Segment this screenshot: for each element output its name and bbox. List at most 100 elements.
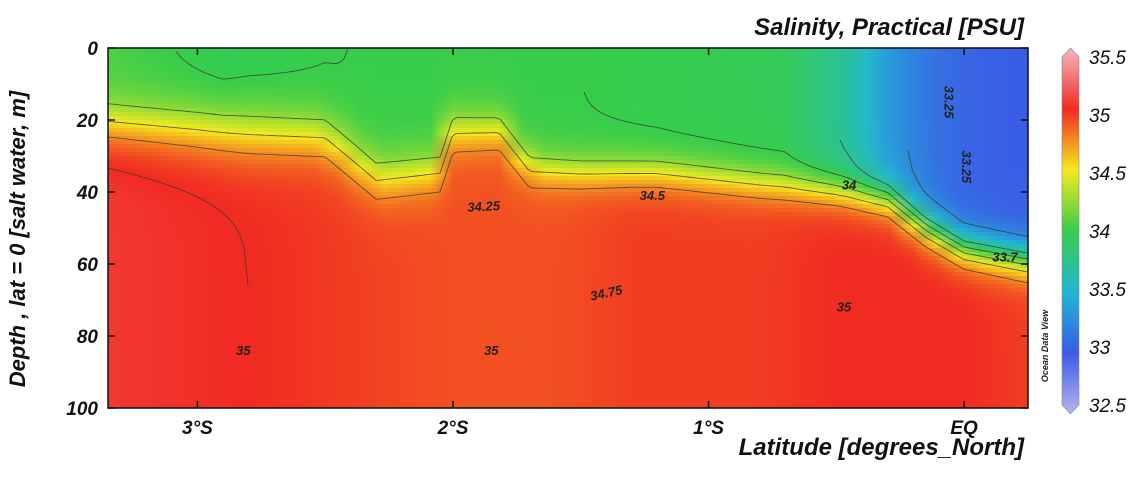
heatmap-row [108, 288, 1028, 293]
heatmap-row [108, 60, 1028, 65]
heatmap-row [108, 128, 1028, 133]
heatmap-row [108, 104, 1028, 109]
heatmap-row [108, 272, 1028, 277]
colorbar-tick-label: 35.5 [1089, 48, 1126, 69]
heatmap-row [108, 100, 1028, 105]
contour-label: 33.25 [959, 151, 974, 184]
heatmap-row [108, 324, 1028, 329]
y-tick-label: 100 [66, 399, 98, 420]
heatmap-row [108, 96, 1028, 101]
heatmap-row [108, 108, 1028, 113]
heatmap-row [108, 388, 1028, 393]
contour-line [108, 120, 1028, 273]
heatmap-row [108, 220, 1028, 225]
heatmap-row [108, 84, 1028, 89]
heatmap-row [108, 376, 1028, 381]
contour-label: 33.7 [992, 249, 1018, 264]
heatmap-row [108, 344, 1028, 349]
plot-frame [107, 47, 1029, 409]
heatmap-row [108, 164, 1028, 169]
heatmap-row [108, 364, 1028, 369]
colorbar-tick-label: 33 [1089, 338, 1111, 359]
heatmap-row [108, 400, 1028, 405]
heatmap-row [108, 88, 1028, 93]
heatmap-row [108, 296, 1028, 301]
contour-line [907, 150, 1028, 238]
heatmap-row [108, 124, 1028, 129]
heatmap-row [108, 380, 1028, 385]
heatmap-row [108, 352, 1028, 357]
heatmap-row [108, 248, 1028, 253]
heatmap-row [108, 332, 1028, 337]
contour-label: 34.25 [467, 198, 501, 215]
y-axis-label: Depth , lat = 0 [salt water, m] [5, 90, 30, 388]
heatmap-row [108, 320, 1028, 325]
heatmap-row [108, 116, 1028, 121]
heatmap-row [108, 244, 1028, 249]
heatmap-row [108, 68, 1028, 73]
x-tick-label: 2°S [437, 418, 469, 439]
heatmap-row [108, 148, 1028, 153]
x-tick-label: 1°S [693, 418, 724, 439]
heatmap-row [108, 360, 1028, 365]
y-tick-label: 0 [87, 39, 98, 60]
heatmap-row [108, 188, 1028, 193]
heatmap-row [108, 224, 1028, 229]
heatmap-row [108, 356, 1028, 361]
heatmap-row [108, 56, 1028, 61]
heatmap-row [108, 280, 1028, 285]
heatmap-row [108, 308, 1028, 313]
contour-label: 34.75 [589, 282, 625, 304]
heatmap-row [108, 208, 1028, 213]
heatmap-row [108, 132, 1028, 137]
heatmap-row [108, 52, 1028, 57]
heatmap-row [108, 384, 1028, 389]
heatmap-row [108, 368, 1028, 373]
ocean-data-view-watermark: Ocean Data View [1040, 309, 1050, 383]
heatmap-row [108, 312, 1028, 317]
heatmap-row [108, 216, 1028, 221]
heatmap-row [108, 292, 1028, 297]
heatmap-row [108, 80, 1028, 85]
heatmap-row [108, 260, 1028, 265]
heatmap-row [108, 172, 1028, 177]
heatmap-row [108, 316, 1028, 321]
heatmap-row [108, 144, 1028, 149]
y-axis: 0 20 40 60 80 100 [66, 39, 1028, 420]
colorbar-ramp [1061, 47, 1080, 415]
heatmap-row [108, 240, 1028, 245]
heatmap-row [108, 152, 1028, 157]
heatmap-row [108, 156, 1028, 161]
heatmap-row [108, 200, 1028, 205]
heatmap-row [108, 184, 1028, 189]
heatmap-row [108, 396, 1028, 401]
contour-label: 35 [484, 343, 499, 358]
chart-title: Salinity, Practical [PSU] [754, 14, 1024, 41]
heatmap-row [108, 300, 1028, 305]
heatmap-row [108, 236, 1028, 241]
heatmap-row [108, 192, 1028, 197]
colorbar-tick-label: 34.5 [1089, 164, 1126, 185]
colorbar-tick-label: 33.5 [1089, 280, 1126, 301]
contour-label: 35 [837, 300, 852, 315]
heatmap-row [108, 252, 1028, 257]
heatmap-row [108, 136, 1028, 141]
colorbar-tick-label: 32.5 [1089, 396, 1126, 417]
contour-label: 34.5 [640, 188, 666, 203]
heatmap-row [108, 404, 1028, 408]
heatmap-row [108, 336, 1028, 341]
x-tick-label: EQ [950, 418, 978, 439]
heatmap-row [108, 268, 1028, 273]
contour-line [108, 136, 1028, 284]
heatmap-row [108, 256, 1028, 261]
colorbar: 35.5 35 34.5 34 33.5 33 32.5 [1061, 47, 1126, 417]
heatmap-row [108, 328, 1028, 333]
heatmap-row [108, 264, 1028, 269]
heatmap-row [108, 72, 1028, 77]
contour-line [108, 167, 249, 286]
heatmap-row [108, 348, 1028, 353]
y-tick-label: 40 [76, 183, 99, 204]
colorbar-tick-label: 34 [1089, 222, 1110, 243]
